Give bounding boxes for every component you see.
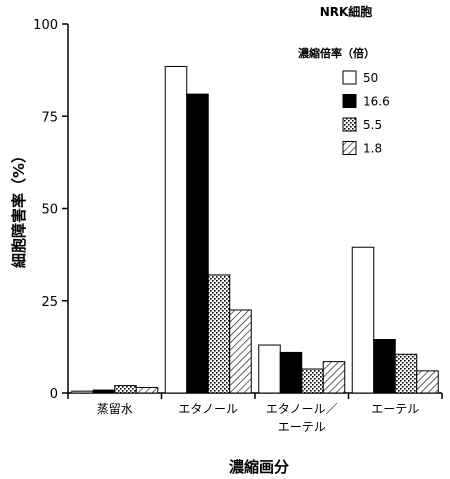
legend-swatch: [342, 117, 357, 132]
bar: [186, 93, 209, 394]
bar: [279, 351, 303, 394]
y-axis-label: 細胞障害率（%）: [10, 148, 28, 268]
category-label: 蒸留水: [97, 402, 133, 416]
legend-label: 5.5: [363, 118, 382, 132]
bar: [71, 390, 94, 394]
legend: 濃縮倍率（倍） 50 16.6 5.5 1.8: [298, 46, 390, 156]
legend-swatch: [342, 141, 357, 155]
legend-label: 1.8: [363, 142, 382, 156]
y-ticks: 0 25 50 75 100: [33, 18, 68, 402]
bars: [71, 65, 439, 394]
bar: [207, 274, 231, 394]
bar: [416, 370, 439, 394]
category-label: エーテル: [371, 402, 419, 416]
x-ticks: [67, 393, 443, 399]
y-tick-label: 100: [33, 18, 58, 33]
legend-label: 16.6: [363, 95, 390, 109]
category-label: エタノール／: [266, 402, 338, 416]
legend-title: 濃縮倍率（倍）: [298, 46, 375, 60]
bar: [351, 246, 375, 394]
bar: [322, 361, 346, 394]
legend-swatch: [342, 70, 357, 85]
legend-label: 50: [363, 71, 378, 85]
bar: [373, 338, 396, 394]
bar: [135, 386, 159, 394]
legend-swatch: [342, 94, 357, 108]
bar: [114, 385, 137, 394]
bar: [229, 309, 252, 394]
x-axis-label: 濃縮画分: [229, 458, 289, 476]
y-tick-label: 0: [50, 387, 58, 402]
bar: [394, 353, 418, 394]
bar: [258, 344, 281, 394]
axes: [67, 24, 442, 394]
chart-title: NRK細胞: [320, 4, 373, 19]
bar: [92, 389, 116, 394]
y-tick-label: 50: [41, 203, 58, 218]
y-tick-label: 75: [41, 110, 58, 125]
bar: [164, 65, 188, 394]
category-label: エタノール: [178, 402, 238, 416]
y-tick-label: 25: [41, 295, 58, 310]
category-label: エーテル: [278, 420, 326, 434]
bar: [301, 368, 324, 394]
